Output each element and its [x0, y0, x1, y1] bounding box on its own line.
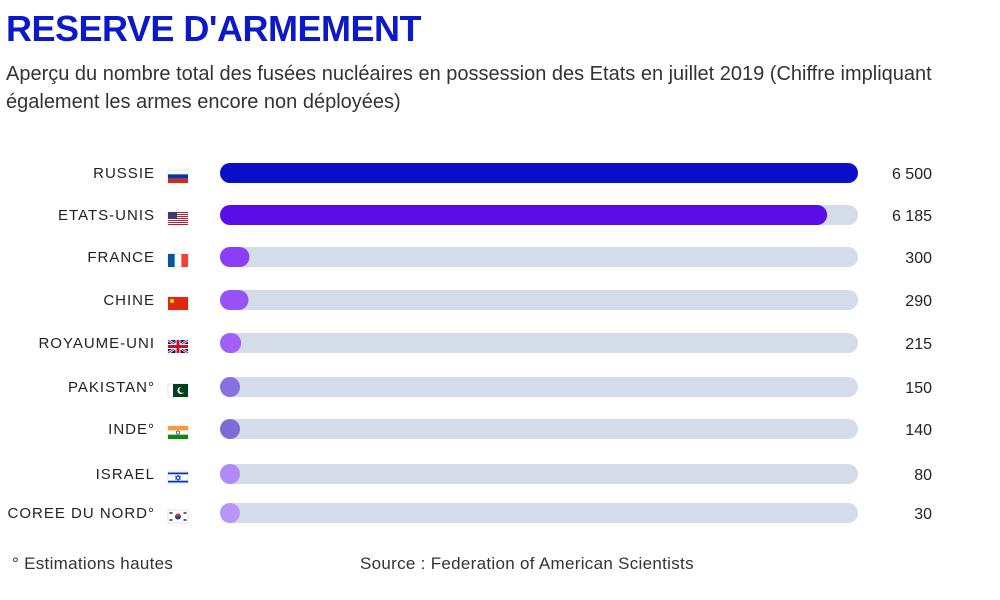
- bar-row: ROYAUME-UNI 215: [38, 333, 932, 355]
- category-label: FRANCE: [87, 249, 155, 266]
- category-label: ROYAUME-UNI: [38, 335, 155, 352]
- value-label: 140: [905, 422, 932, 439]
- bar: [220, 503, 240, 523]
- category-label: PAKISTAN°: [68, 379, 155, 396]
- pakistan-flag-icon: [167, 383, 189, 398]
- value-label: 80: [914, 467, 932, 484]
- value-label: 300: [905, 250, 932, 267]
- category-label: CHINE: [103, 292, 155, 309]
- bar-row: RUSSIE 6 500: [93, 163, 932, 184]
- chart-subtitle: Aperçu du nombre total des fusées nucléa…: [6, 63, 932, 113]
- korea-flag-icon: [167, 509, 189, 524]
- bar: [220, 163, 858, 183]
- bar: [220, 333, 242, 353]
- bar-track: [220, 290, 858, 310]
- bar: [220, 464, 240, 484]
- france-flag-icon: [167, 253, 189, 268]
- israel-flag-icon: [167, 470, 189, 485]
- bar-row: CHINE 290: [103, 290, 932, 311]
- category-label: RUSSIE: [93, 165, 155, 182]
- bar-track: [220, 464, 858, 484]
- category-label: INDE°: [108, 421, 155, 438]
- bar-track: [220, 247, 858, 267]
- bar: [220, 290, 249, 310]
- bar-row: ISRAEL 80: [96, 464, 932, 485]
- value-label: 30: [914, 506, 932, 523]
- bar-row: PAKISTAN° 150: [68, 377, 932, 398]
- bar-track: [220, 503, 858, 523]
- category-label: ISRAEL: [96, 466, 155, 483]
- india-flag-icon: [167, 425, 189, 440]
- bar: [220, 205, 828, 225]
- category-label: COREE DU NORD°: [7, 505, 155, 522]
- bar-row: INDE° 140: [108, 419, 932, 440]
- bar-track: [220, 333, 858, 353]
- usa-flag-icon: [167, 211, 189, 226]
- russia-flag-icon: [167, 169, 189, 184]
- bar-row: COREE DU NORD° 30: [7, 503, 932, 524]
- uk-flag-icon: [167, 338, 189, 355]
- chart-title: RESERVE D'ARMEMENT: [6, 8, 421, 49]
- bar-track: [220, 377, 858, 397]
- value-label: 6 500: [892, 166, 932, 183]
- bar-row: FRANCE 300: [87, 247, 932, 268]
- category-label: ETATS-UNIS: [58, 207, 155, 224]
- bar-track: [220, 419, 858, 439]
- value-label: 290: [905, 293, 932, 310]
- bar: [220, 247, 250, 267]
- bar: [220, 377, 240, 397]
- source-note: Source : Federation of American Scientis…: [360, 554, 694, 573]
- bar-row: ETATS-UNIS 6 185: [58, 205, 932, 226]
- value-label: 215: [905, 336, 932, 353]
- china-flag-icon: [167, 296, 189, 311]
- bar: [220, 419, 240, 439]
- value-label: 6 185: [892, 208, 932, 225]
- value-label: 150: [905, 380, 932, 397]
- footnote: ° Estimations hautes: [12, 554, 174, 573]
